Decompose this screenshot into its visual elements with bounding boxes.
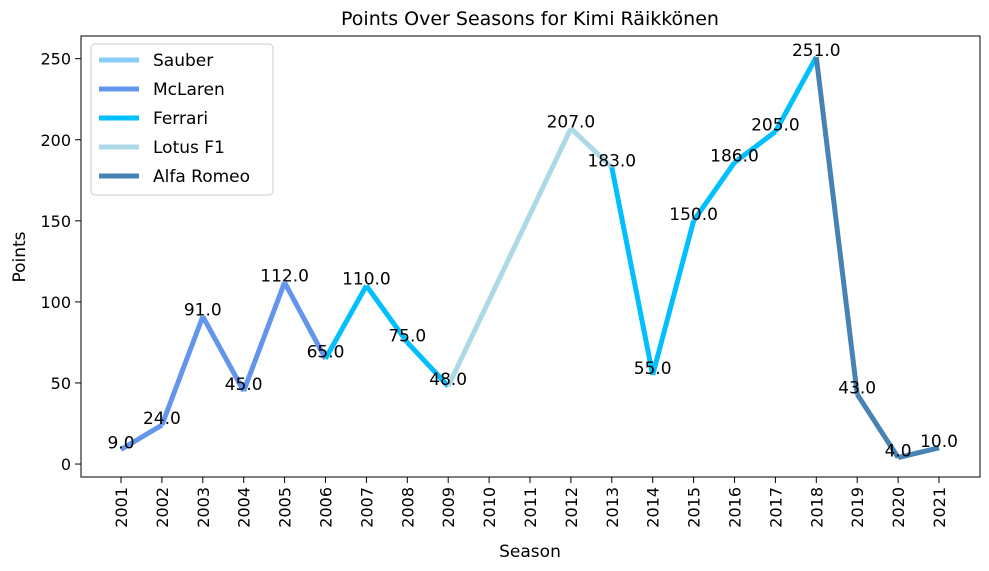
x-tick-label-2012: 2012 [562,487,581,528]
x-tick-label-2009: 2009 [439,487,458,528]
x-tick-label-2016: 2016 [726,487,745,528]
series-segment-2015-2016 [691,161,737,223]
plot-lines [119,55,940,460]
data-label-2019: 43.0 [838,378,876,398]
x-tick-label-2006: 2006 [317,487,336,528]
data-label-2021: 10.0 [920,432,958,452]
data-label-2014: 55.0 [634,359,672,379]
data-label-2002: 24.0 [143,409,181,429]
data-label-2005: 112.0 [260,266,309,286]
series-segment-2017-2018 [773,55,819,133]
legend-label-alfa-romeo: Alfa Romeo [153,167,250,187]
x-tick-label-2018: 2018 [807,487,826,528]
x-tick-label-2020: 2020 [889,487,908,528]
series-segment-2002-2003 [159,315,206,426]
series-segment-2001-2002 [119,422,164,452]
data-label-2018: 251.0 [792,41,841,61]
x-tick-label-2017: 2017 [766,487,785,528]
data-labels: 9.0 24.0 91.0 45.0 112.0 65.0 110.0 75.0 48.0 207… [107,41,957,461]
legend-label-ferrari: Ferrari [153,109,208,129]
series-segment-2006-2007 [323,284,369,360]
legend-label-sauber: Sauber [153,51,213,71]
y-axis: 0 50 100 150 200 250 [40,50,81,474]
data-label-2001: 9.0 [107,433,134,453]
x-tick-label-2001: 2001 [112,487,131,528]
y-tick-label-250: 250 [40,50,71,69]
data-label-2007: 110.0 [342,270,391,290]
series-segment-2008-2009 [405,340,451,388]
x-tick-label-2013: 2013 [603,487,622,528]
legend-label-lotus-f1: Lotus F1 [153,138,225,158]
data-label-2012: 207.0 [547,112,596,132]
series-segment-2005-2006 [282,281,328,360]
data-label-2009: 48.0 [429,370,467,390]
x-tick-label-2005: 2005 [276,487,295,528]
x-tick-label-2004: 2004 [235,487,254,528]
x-tick-label-2002: 2002 [153,487,172,528]
y-tick-label-100: 100 [40,293,71,312]
x-axis: 2001 2002 2003 2004 2005 2006 2007 2008 2009 2010… [112,477,949,528]
x-tick-label-2007: 2007 [357,487,376,528]
y-tick-label-50: 50 [51,374,71,393]
data-label-2020: 4.0 [885,442,912,462]
y-tick-label-150: 150 [40,212,71,231]
series-segment-2004-2005 [241,281,287,392]
series-segment-2003-2004 [200,315,246,393]
data-label-2004: 45.0 [225,375,263,395]
y-tick-label-200: 200 [40,131,71,150]
x-tick-label-2015: 2015 [685,487,704,528]
legend-label-mclaren: McLaren [153,80,225,100]
y-tick-label-0: 0 [61,455,71,474]
data-label-2008: 75.0 [388,326,426,346]
series-segment-2007-2008 [364,284,410,344]
chart-title: Points Over Seasons for Kimi Räikkönen [341,8,719,30]
legend: Sauber McLaren Ferrari Lotus F1 Alfa Romeo [90,43,274,196]
data-label-2013: 183.0 [587,151,636,171]
x-tick-label-2010: 2010 [480,487,499,528]
data-label-2003: 91.0 [184,300,222,320]
series-segment-2013-2014 [609,166,656,376]
x-tick-label-2019: 2019 [848,487,867,528]
data-label-2006: 65.0 [307,343,345,363]
legend-box [90,43,274,196]
x-tick-label-2011: 2011 [521,487,540,528]
x-tick-label-2003: 2003 [194,487,213,528]
series-segment-2012-2013 [569,126,614,170]
series-segment-2019-2020 [855,392,901,459]
series-segment-2016-2017 [732,129,777,165]
data-label-2015: 150.0 [669,205,718,225]
series-segment-2014-2015 [650,220,697,376]
x-tick-label-2014: 2014 [644,487,663,528]
series-segment-2009-2012 [445,127,574,388]
series-segment-2020-2021 [897,445,940,460]
x-axis-label: Season [499,542,561,562]
y-axis-label: Points [10,231,30,282]
data-label-2016: 186.0 [710,146,759,166]
x-tick-label-2021: 2021 [930,487,949,528]
data-label-2017: 205.0 [751,116,800,136]
series-segment-2018-2019 [813,56,860,395]
x-tick-label-2008: 2008 [398,487,417,528]
